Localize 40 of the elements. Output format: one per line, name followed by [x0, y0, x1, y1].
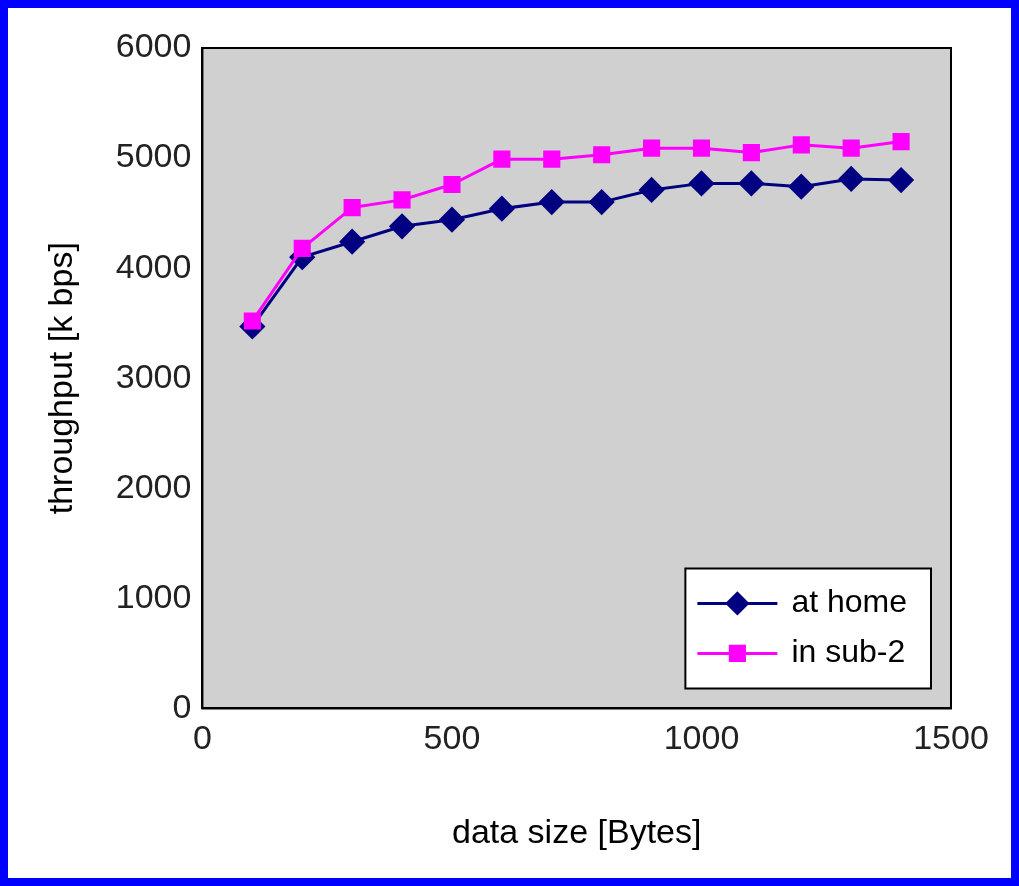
x-tick-label: 500: [423, 718, 481, 757]
point: [443, 175, 461, 194]
point: [589, 189, 615, 215]
legend-label: at home: [791, 583, 907, 620]
point: [539, 189, 565, 215]
point: [838, 166, 864, 192]
point: [842, 139, 860, 157]
y-tick-label: 2000: [115, 466, 192, 505]
y-tick-label: 1000: [115, 576, 192, 615]
point: [892, 132, 910, 151]
y-tick-label: 4000: [115, 246, 192, 285]
point: [688, 170, 714, 196]
point: [339, 229, 365, 255]
point: [543, 150, 561, 168]
y-tick-label: 0: [172, 686, 192, 725]
point: [493, 150, 511, 168]
point: [243, 312, 261, 330]
point: [343, 199, 361, 217]
legend-label: in sub-2: [791, 633, 906, 670]
point: [489, 196, 515, 222]
y-axis-title: throughput [k bps]: [40, 242, 79, 515]
y-tick-label: 6000: [115, 26, 192, 65]
y-tick-label: 5000: [115, 136, 192, 175]
point: [439, 207, 465, 233]
point: [643, 139, 661, 157]
point: [888, 167, 914, 193]
y-tick-label: 3000: [115, 356, 192, 395]
x-tick-label: 1000: [663, 718, 740, 757]
point: [593, 146, 611, 164]
point: [742, 143, 760, 162]
point: [692, 139, 711, 157]
x-tick-label: 1500: [913, 718, 989, 757]
point: [393, 191, 411, 209]
point: [639, 177, 665, 203]
point: [788, 174, 814, 200]
point: [389, 213, 415, 239]
point: [738, 170, 764, 196]
point: [792, 136, 810, 154]
point: [293, 239, 311, 257]
x-axis-title: data size [Bytes]: [451, 811, 702, 850]
